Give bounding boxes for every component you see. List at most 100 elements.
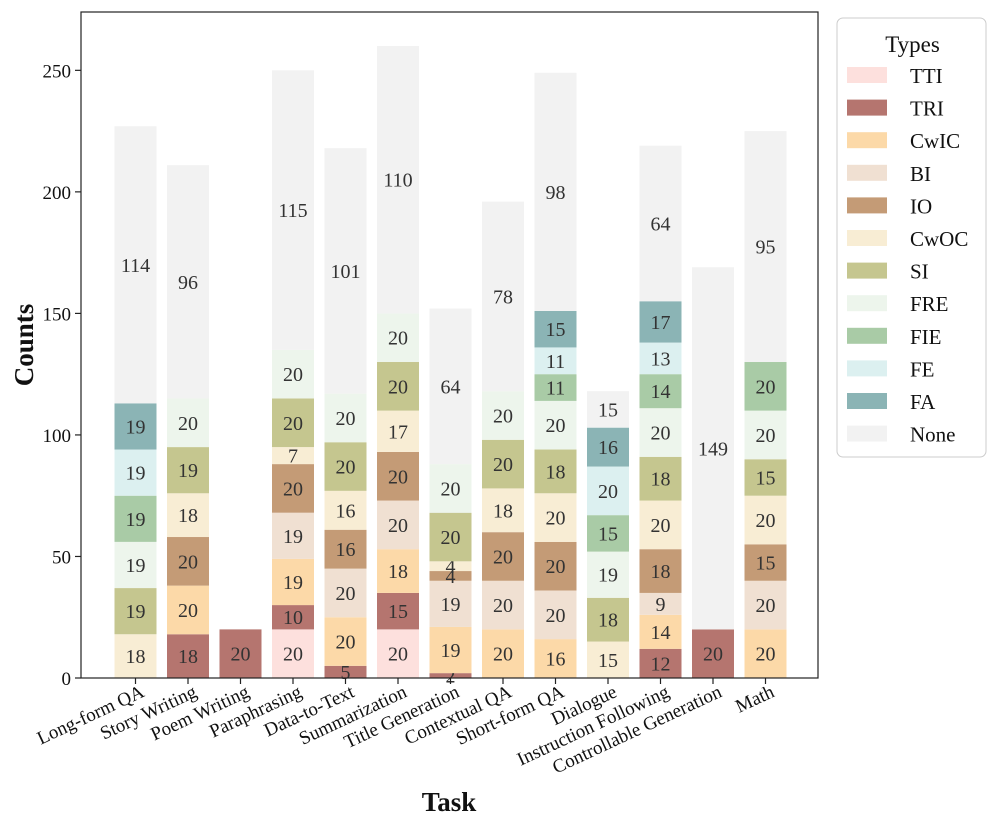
x-axis-label: Task: [422, 787, 477, 817]
data-label-io-1: 20: [178, 551, 198, 573]
data-label-bi-4: 20: [336, 583, 356, 605]
bar-segment-tri-5: [377, 592, 419, 630]
data-label-fe-10: 13: [651, 348, 671, 370]
data-label-tri-5: 15: [388, 601, 408, 623]
data-label-fie-9: 15: [598, 523, 618, 545]
data-label-fre-7: 20: [493, 405, 513, 427]
bar-segment-fie-8: [534, 374, 577, 401]
legend-label-fa: FA: [910, 390, 936, 414]
bar-segment-bi-3: [272, 512, 314, 559]
bar-segment-bi-7: [482, 580, 524, 630]
bar-segment-si-8: [534, 449, 577, 494]
data-label-cwoc-5: 17: [388, 421, 408, 443]
data-label-bi-7: 20: [493, 595, 513, 617]
bar-segment-cwic-7: [482, 629, 524, 678]
y-tick-label-0: 0: [62, 669, 72, 690]
bar-segment-fe-9: [587, 466, 629, 516]
x-tick-label-12: Math: [732, 681, 778, 717]
legend-label-fe: FE: [910, 357, 935, 381]
data-label-cwic-7: 20: [493, 644, 513, 666]
bar-segment-cwoc-12: [744, 495, 787, 545]
bar-segment-io-4: [324, 529, 367, 569]
data-label-bi-8: 20: [546, 605, 566, 627]
data-label-io-12: 15: [756, 553, 776, 575]
legend-swatch-si: [847, 262, 887, 279]
bar-segment-fe-8: [534, 347, 577, 375]
data-label-cwoc-0: 18: [126, 646, 146, 668]
bar-segment-si-12: [744, 459, 787, 496]
bar-segment-fre-0: [114, 541, 157, 589]
bar-segment-si-0: [114, 588, 157, 635]
data-label-none-11: 149: [698, 438, 728, 460]
legend-label-tti: TTI: [910, 64, 943, 88]
bar-segment-si-10: [639, 456, 682, 501]
legend: Types TTI TRI CwIC BI IO CwOC SI FRE FIE FE FA None: [836, 17, 987, 458]
data-label-si-4: 20: [336, 457, 356, 479]
data-label-none-7: 78: [493, 286, 513, 308]
bar-segment-bi-6: [429, 580, 472, 627]
data-label-none-12: 95: [756, 237, 776, 259]
bar-segment-io-5: [377, 451, 419, 501]
data-label-cwic-12: 20: [756, 644, 776, 666]
data-label-cwic-6: 19: [441, 640, 461, 662]
data-label-bi-3: 19: [283, 526, 303, 548]
bar-segment-cwic-4: [324, 617, 367, 666]
bar-segment-none-0: [114, 126, 157, 404]
bar-segment-si-4: [324, 442, 367, 491]
data-label-fre-0: 19: [126, 555, 146, 577]
data-label-si-5: 20: [388, 376, 408, 398]
data-label-none-0: 114: [121, 255, 150, 277]
data-label-bi-5: 20: [388, 515, 408, 537]
legend-swatch-bi: [847, 164, 887, 181]
data-label-none-9: 15: [598, 399, 618, 421]
data-label-fre-6: 20: [441, 478, 461, 500]
data-label-io-5: 20: [388, 466, 408, 488]
data-label-io-7: 20: [493, 546, 513, 568]
bar-segment-bi-10: [639, 592, 682, 615]
legend-label-fie: FIE: [910, 325, 942, 349]
bar-segment-none-5: [377, 46, 419, 314]
bar-segment-none-9: [587, 391, 629, 428]
data-label-tri-3: 10: [283, 607, 303, 629]
bar-segment-tri-2: [219, 629, 262, 678]
bar-segment-cwoc-9: [587, 641, 629, 678]
data-label-none-10: 64: [651, 213, 671, 235]
data-label-fre-4: 20: [336, 408, 356, 430]
data-label-fa-10: 17: [651, 312, 671, 334]
bar-segment-si-9: [587, 597, 629, 642]
legend-label-tri: TRI: [910, 97, 944, 121]
bar-segment-none-12: [744, 131, 787, 363]
data-label-cwoc-8: 20: [546, 508, 566, 530]
y-tick-label-50: 50: [52, 547, 71, 568]
data-label-io-3: 20: [283, 478, 303, 500]
data-label-cwoc-10: 20: [651, 515, 671, 537]
data-label-none-6: 64: [441, 376, 461, 398]
bar-segment-si-3: [272, 398, 314, 448]
bar-segment-fa-10: [639, 301, 682, 343]
bar-segment-fre-6: [429, 464, 472, 513]
data-label-cwic-3: 19: [283, 572, 303, 594]
bar-segment-tri-11: [692, 629, 734, 678]
data-label-fa-8: 15: [546, 319, 566, 341]
legend-label-fre: FRE: [910, 292, 949, 316]
bar-segment-si-7: [482, 439, 524, 489]
bar-segment-cwoc-10: [639, 500, 682, 550]
bar-segment-io-8: [534, 541, 577, 591]
data-label-fie-0: 19: [126, 509, 146, 531]
data-label-fre-10: 20: [651, 423, 671, 445]
data-label-cwic-8: 16: [546, 649, 566, 671]
bar-segment-cwoc-4: [324, 490, 367, 530]
data-label-fre-1: 20: [178, 413, 198, 435]
data-label-fie-10: 14: [651, 381, 671, 403]
bar-segment-fe-10: [639, 342, 682, 375]
bar-segment-none-4: [324, 148, 367, 394]
data-label-none-3: 115: [278, 200, 307, 222]
bar-segment-io-3: [272, 464, 314, 513]
data-label-cwic-1: 20: [178, 600, 198, 622]
data-label-fre-8: 20: [546, 415, 566, 437]
data-label-tri-1: 18: [178, 646, 198, 668]
bar-segment-fre-8: [534, 400, 577, 450]
